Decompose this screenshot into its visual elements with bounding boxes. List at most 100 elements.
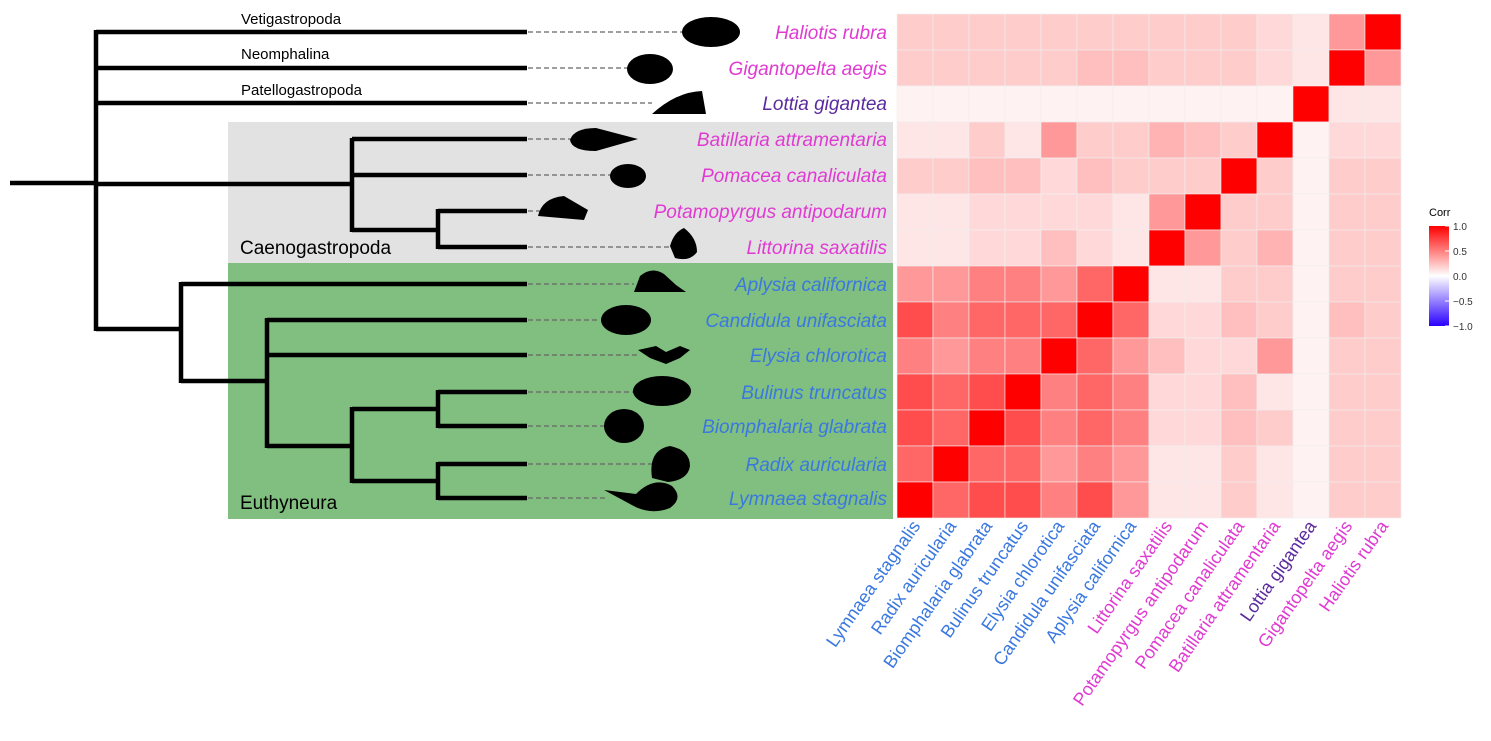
heatmap-cell bbox=[1040, 49, 1078, 87]
heatmap-cell bbox=[1004, 157, 1042, 195]
heatmap-cell bbox=[932, 229, 970, 267]
heatmap-cell bbox=[1076, 409, 1114, 447]
heatmap-cell bbox=[1148, 373, 1186, 411]
biomphalaria-shell-icon bbox=[604, 409, 644, 443]
legend-tick-label: 0.0 bbox=[1453, 272, 1467, 283]
heatmap-cell bbox=[1040, 373, 1078, 411]
heatmap-cell bbox=[1076, 85, 1114, 123]
heatmap-cell bbox=[1256, 337, 1294, 375]
heatmap-cell bbox=[1292, 85, 1330, 123]
heatmap-cell bbox=[968, 49, 1006, 87]
littorina-shell-icon bbox=[670, 228, 697, 260]
heatmap-cell bbox=[1112, 301, 1150, 339]
heatmap-cell bbox=[1040, 409, 1078, 447]
heatmap-cell bbox=[1256, 409, 1294, 447]
pomacea-shell-icon bbox=[610, 164, 646, 188]
heatmap-cell bbox=[1220, 121, 1258, 159]
heatmap-cell bbox=[1256, 481, 1294, 519]
heatmap-cell bbox=[1148, 337, 1186, 375]
heatmap-cell bbox=[1148, 157, 1186, 195]
species-label: Aplysia californica bbox=[734, 275, 887, 296]
heatmap-cell bbox=[1256, 373, 1294, 411]
heatmap-cell bbox=[896, 301, 934, 339]
heatmap-cell bbox=[1220, 301, 1258, 339]
heatmap-cell bbox=[968, 445, 1006, 483]
heatmap-cell bbox=[896, 337, 934, 375]
heatmap-cell bbox=[896, 157, 934, 195]
species-label: Haliotis rubra bbox=[775, 23, 887, 44]
heatmap-cell bbox=[1040, 301, 1078, 339]
heatmap-cell bbox=[1112, 157, 1150, 195]
heatmap-cell bbox=[1112, 49, 1150, 87]
heatmap-cell bbox=[1112, 409, 1150, 447]
heatmap-cell bbox=[1004, 481, 1042, 519]
candidula-shell-icon bbox=[601, 305, 651, 335]
heatmap-cell bbox=[1076, 193, 1114, 231]
heatmap-cell bbox=[1040, 85, 1078, 123]
heatmap-cell bbox=[932, 193, 970, 231]
legend-tick-label: 1.0 bbox=[1453, 222, 1467, 233]
heatmap-cell bbox=[1004, 445, 1042, 483]
heatmap-cell bbox=[1328, 49, 1366, 87]
heatmap-cell bbox=[1076, 301, 1114, 339]
heatmap-cell bbox=[1004, 409, 1042, 447]
species-label: Candidula unifasciata bbox=[705, 311, 887, 332]
heatmap-cell bbox=[1220, 157, 1258, 195]
heatmap-cell bbox=[1040, 229, 1078, 267]
heatmap-cell bbox=[1256, 229, 1294, 267]
heatmap-cell bbox=[1112, 373, 1150, 411]
heatmap-cell bbox=[1256, 85, 1294, 123]
heatmap-cell bbox=[1364, 229, 1402, 267]
heatmap-cell bbox=[1076, 121, 1114, 159]
heatmap-cell bbox=[896, 409, 934, 447]
heatmap-cell bbox=[1328, 121, 1366, 159]
heatmap-cell bbox=[1292, 301, 1330, 339]
elysia-shell-icon bbox=[638, 346, 690, 364]
heatmap-cell bbox=[1148, 193, 1186, 231]
heatmap-cell bbox=[1148, 445, 1186, 483]
heatmap-cell bbox=[896, 265, 934, 303]
heatmap-cell bbox=[1148, 265, 1186, 303]
species-label: Pomacea canaliculata bbox=[701, 166, 887, 187]
heatmap-cell bbox=[1256, 445, 1294, 483]
heatmap-cell bbox=[1004, 337, 1042, 375]
euthyneura-clade-box bbox=[228, 263, 893, 519]
heatmap-cell bbox=[1256, 265, 1294, 303]
heatmap-cell bbox=[932, 445, 970, 483]
heatmap-cell bbox=[1184, 373, 1222, 411]
heatmap-cell bbox=[1364, 121, 1402, 159]
phylogenetic-tree bbox=[10, 29, 527, 501]
heatmap-cell bbox=[1220, 85, 1258, 123]
heatmap-cell bbox=[1328, 265, 1366, 303]
heatmap-cell bbox=[1292, 121, 1330, 159]
haliotis-shell-icon bbox=[682, 17, 740, 47]
heatmap-cell bbox=[1004, 49, 1042, 87]
heatmap-cell bbox=[1184, 337, 1222, 375]
heatmap-cell bbox=[1364, 13, 1402, 51]
heatmap-cell bbox=[1364, 193, 1402, 231]
heatmap-cell bbox=[932, 157, 970, 195]
heatmap-cell bbox=[1076, 373, 1114, 411]
heatmap-cell bbox=[1040, 481, 1078, 519]
heatmap-cell bbox=[1184, 121, 1222, 159]
heatmap-cell bbox=[1112, 337, 1150, 375]
legend-tick-label: −1.0 bbox=[1453, 322, 1473, 333]
clade-label-euthyneura: Euthyneura bbox=[240, 493, 338, 514]
heatmap-cell bbox=[1364, 49, 1402, 87]
heatmap-cell bbox=[896, 373, 934, 411]
heatmap-cell bbox=[1004, 301, 1042, 339]
heatmap-cell bbox=[1328, 157, 1366, 195]
heatmap-cell bbox=[968, 409, 1006, 447]
heatmap-cell bbox=[1220, 373, 1258, 411]
batillaria-shell-icon bbox=[570, 128, 638, 151]
heatmap-cell bbox=[1184, 301, 1222, 339]
heatmap-cell bbox=[1148, 13, 1186, 51]
heatmap-cell bbox=[1112, 193, 1150, 231]
heatmap-cell bbox=[1148, 481, 1186, 519]
heatmap-cell bbox=[1328, 229, 1366, 267]
species-label: Potamopyrgus antipodarum bbox=[654, 202, 887, 223]
heatmap-cell bbox=[896, 13, 934, 51]
heatmap-cell bbox=[1328, 337, 1366, 375]
heatmap-cell bbox=[1040, 337, 1078, 375]
